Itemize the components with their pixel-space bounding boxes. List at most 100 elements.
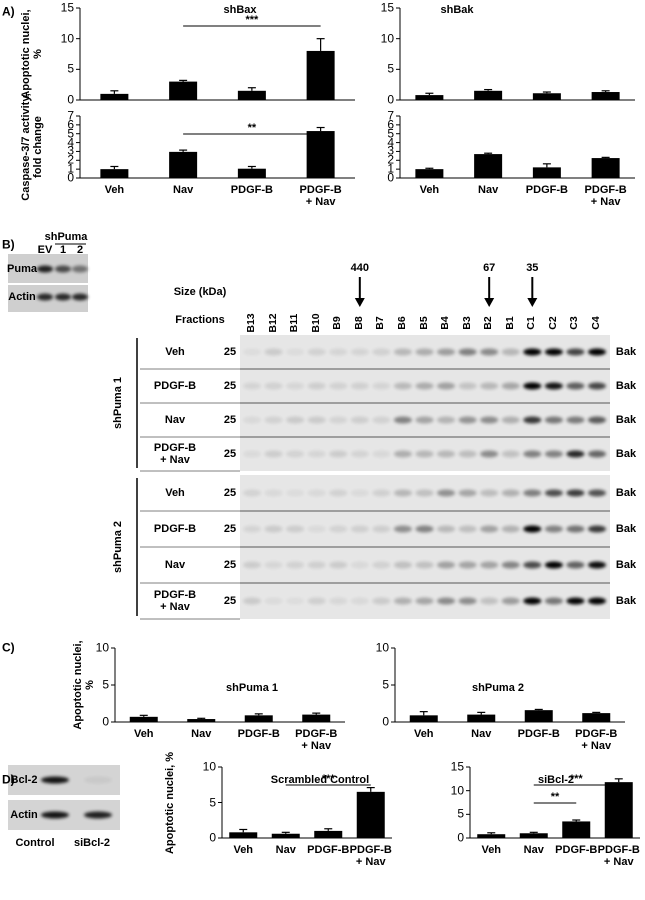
y-tick-label: 2 [387, 152, 394, 167]
band [350, 416, 369, 424]
fraction-label: B9 [331, 316, 344, 330]
band [41, 776, 69, 784]
band [329, 450, 348, 458]
band [350, 597, 369, 605]
x-tick-label: Veh [104, 183, 125, 196]
band [393, 561, 412, 569]
band [458, 597, 477, 605]
group-label: shPuma 2 [111, 521, 124, 573]
band [372, 597, 391, 605]
band [458, 416, 477, 424]
bar [474, 90, 503, 100]
band [566, 416, 585, 424]
protein-label: Bak [615, 413, 637, 426]
band [437, 525, 456, 533]
y-tick-label: 10 [375, 640, 389, 655]
band [480, 525, 499, 533]
size-arrowhead [354, 298, 365, 307]
bar [169, 81, 198, 100]
bar [532, 167, 561, 178]
y-tick-label: 1 [67, 161, 74, 176]
x-tick-label: PDGF-B + Nav [349, 843, 392, 868]
band [480, 489, 499, 497]
bar [306, 50, 335, 100]
bar [306, 131, 335, 178]
band [84, 776, 112, 784]
protein-label: Bak [615, 594, 637, 607]
row-label: PDGF-B + Nav [153, 441, 197, 466]
y-axis-label: Apoptotic nuclei, % [163, 751, 176, 854]
band [437, 597, 456, 605]
chart-title: shPuma 2 [472, 681, 524, 694]
band [501, 416, 520, 424]
band [544, 416, 563, 424]
band [523, 348, 542, 356]
band [480, 382, 499, 390]
band [458, 561, 477, 569]
bar [467, 714, 496, 722]
band [286, 382, 305, 390]
x-tick-label: PDGF-B [517, 727, 560, 740]
x-tick-label: PDGF-B [525, 183, 568, 196]
band [286, 489, 305, 497]
y-tick-label: 5 [457, 806, 464, 821]
band [329, 525, 348, 533]
bar [415, 169, 444, 178]
size-marker: 25 [223, 594, 237, 607]
size-marker-label: 440 [350, 261, 369, 274]
band [544, 382, 563, 390]
band [544, 561, 563, 569]
band [393, 525, 412, 533]
band [243, 416, 261, 424]
band [501, 348, 520, 356]
band [286, 525, 305, 533]
band [329, 416, 348, 424]
row-label: PDGF-B [153, 379, 197, 392]
chart-title: siBcl-2 [537, 773, 575, 786]
lane-label: siBcl-2 [73, 836, 111, 849]
band [501, 597, 520, 605]
fraction-label: C4 [590, 316, 603, 330]
y-tick-label: 0 [457, 830, 464, 845]
protein-label: Bak [615, 486, 637, 499]
band [588, 348, 606, 356]
bar [302, 714, 331, 722]
significance-label: ** [550, 790, 560, 803]
band [243, 450, 261, 458]
band [437, 561, 456, 569]
bar [409, 715, 438, 722]
fraction-label: B10 [309, 313, 322, 333]
fraction-label: B4 [439, 316, 452, 330]
fractions-title: Fractions [175, 313, 225, 326]
band [544, 348, 563, 356]
y-tick-label: 3 [67, 143, 74, 158]
bar [474, 154, 503, 178]
band [393, 450, 412, 458]
band [501, 561, 520, 569]
band [501, 450, 520, 458]
x-tick-label: PDGF-B [555, 843, 598, 856]
row-label: Actin [8, 290, 36, 303]
band [544, 525, 563, 533]
bar [562, 821, 591, 838]
band [544, 450, 563, 458]
panel-label: D) [2, 772, 15, 787]
fraction-label: B5 [417, 316, 430, 330]
x-tick-label: Veh [233, 843, 254, 856]
fraction-label: B3 [460, 316, 473, 330]
y-tick-label: 1 [387, 161, 394, 176]
protein-label: Bak [615, 379, 637, 392]
x-tick-label: Nav [523, 843, 544, 856]
band [264, 525, 283, 533]
lane-label: 1 [59, 243, 67, 256]
band [243, 597, 261, 605]
band [458, 348, 477, 356]
y-tick-label: 4 [387, 134, 394, 149]
band [329, 489, 348, 497]
band [523, 561, 542, 569]
band [544, 489, 563, 497]
band [437, 382, 456, 390]
band [243, 561, 261, 569]
band [415, 489, 434, 497]
